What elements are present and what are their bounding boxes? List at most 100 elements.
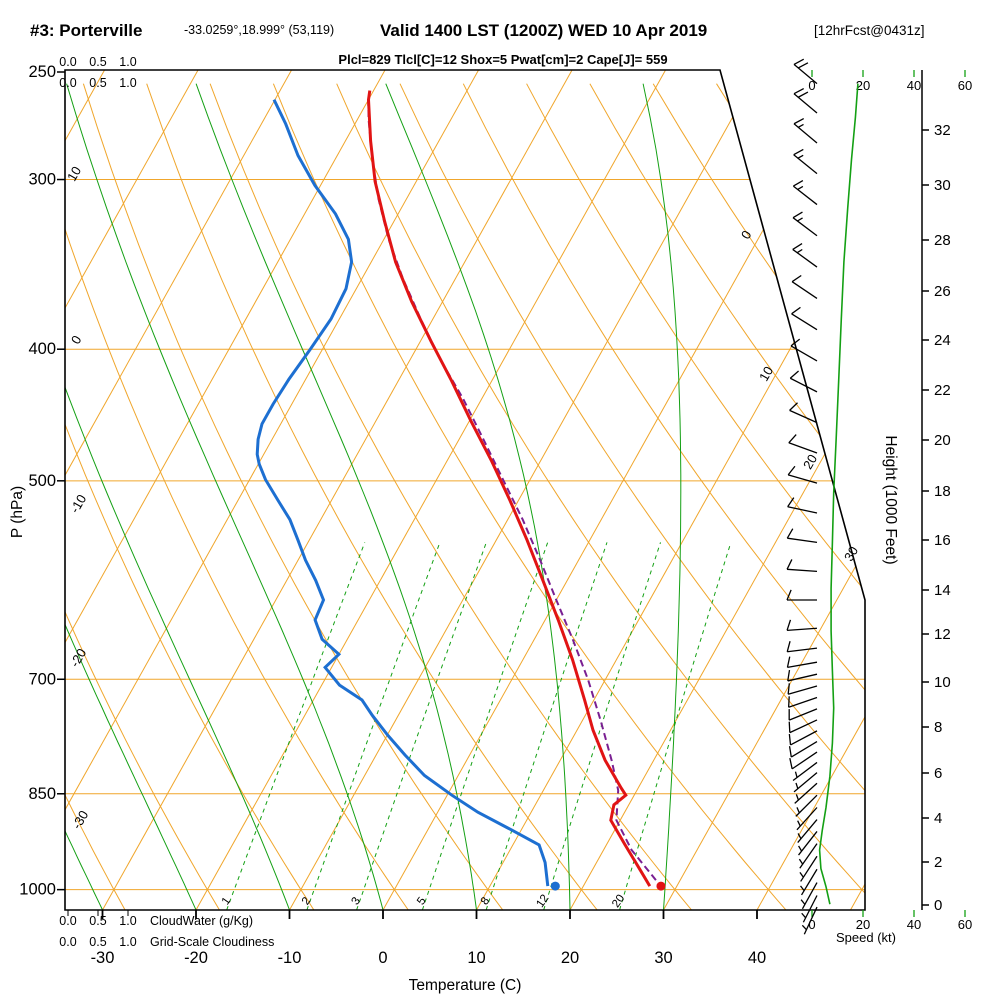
surface-temperature-dot (656, 882, 665, 891)
mixing-ratio-label: 8 (479, 895, 493, 907)
speed-tick-label-bottom: 40 (907, 917, 921, 932)
wind-barb-staff (787, 569, 817, 571)
wind-barb-staff (793, 186, 817, 204)
temperature-tick-label: -20 (184, 949, 208, 967)
wind-barb-staff (787, 538, 817, 542)
height-tick-label: 12 (934, 626, 951, 643)
wind-barb-column (787, 59, 858, 934)
isotherm-line (0, 70, 385, 910)
wind-barb (789, 720, 817, 733)
wind-barb (801, 883, 817, 909)
dewpoint-curve (257, 100, 548, 886)
isotherm-line (103, 70, 573, 910)
wind-barb-half-tick (798, 155, 803, 158)
height-tick-label: 26 (934, 283, 951, 300)
isotherm-label: 30 (841, 544, 861, 564)
wind-barb-full-tick (788, 498, 794, 507)
wind-barb-staff (789, 443, 817, 453)
wind-barb-half-tick (795, 772, 797, 778)
isotherm-line (290, 70, 760, 910)
cloudiness-scale-top: 0.0 (59, 76, 76, 90)
dry-adiabat-label: -10 (67, 492, 89, 516)
height-tick-label: 10 (934, 674, 951, 691)
mixing-ratio-label: 5 (415, 895, 429, 907)
mixing-ratio-line (620, 542, 731, 910)
wind-barb-half-tick (801, 900, 805, 905)
wind-barb (793, 212, 817, 236)
mixing-ratio-line (227, 542, 365, 910)
moist-adiabat-line (386, 84, 570, 910)
dry-adiabat-line (717, 84, 1000, 910)
pressure-tick-label: 400 (28, 340, 56, 358)
wind-barb-full-tick (793, 244, 802, 250)
pressure-tick-label: 1000 (19, 881, 56, 899)
temperature-tick-label: 0 (378, 949, 387, 967)
indices-line: Plcl=829 Tlcl[C]=12 Shox=5 Pwat[cm]=2 Ca… (338, 52, 667, 67)
wind-barb-staff (802, 883, 817, 909)
wind-barb-staff (788, 674, 817, 681)
background-isolines (0, 70, 1000, 910)
temperature-tick-label: -30 (91, 949, 115, 967)
mixing-ratio-label: 12 (534, 893, 551, 910)
wind-barb (794, 119, 817, 143)
wind-barb (793, 181, 817, 205)
wind-barb (792, 275, 817, 298)
wind-barb-full-tick (787, 657, 789, 668)
pressure-axis-title: P (hPa) (9, 486, 26, 538)
wind-barb-full-tick (793, 212, 802, 218)
cloudiness-scale-top: 1.0 (119, 76, 136, 90)
height-tick-label: 18 (934, 483, 951, 500)
wind-barb (790, 752, 817, 769)
pressure-tick-label: 500 (28, 472, 56, 490)
cloudiness-scale-bottom: 1.0 (119, 935, 136, 949)
temperature-tick-label: 20 (561, 949, 579, 967)
wind-barb-staff (802, 869, 817, 895)
temperature-tick-label: 40 (748, 949, 766, 967)
dry-adiabat-line (337, 84, 881, 910)
dry-adiabat-label: 0 (68, 333, 85, 347)
wind-barb-full-tick (798, 63, 808, 68)
cloudiness-scale-bottom: 0.0 (59, 935, 76, 949)
wind-barb-staff (791, 731, 817, 745)
wind-barb (787, 529, 817, 543)
temperature-tick-label: -10 (278, 949, 302, 967)
height-tick-label: 32 (934, 122, 951, 139)
height-tick-label: 20 (934, 432, 951, 449)
height-tick-label: 30 (934, 177, 951, 194)
wind-barb-staff (793, 249, 817, 267)
wind-barb (791, 339, 817, 361)
wind-barb-full-tick (789, 435, 796, 443)
wind-barb-half-tick (800, 872, 803, 877)
mixing-ratio-line (357, 542, 487, 910)
cloudwater-label: CloudWater (g/Kg) (150, 914, 253, 928)
wind-barb-full-tick (794, 89, 804, 94)
height-tick-label: 24 (934, 332, 951, 349)
speed-tick-label-top: 40 (907, 78, 921, 93)
temperature-tick-label: 10 (467, 949, 485, 967)
wind-barb-staff (787, 648, 817, 652)
wind-barb-full-tick (794, 149, 804, 154)
cloudwater-scale-bottom: 0.0 (59, 914, 76, 928)
wind-barb (796, 795, 817, 816)
wind-barb-full-tick (794, 119, 804, 124)
wind-barb (794, 773, 817, 792)
isotherm-line (196, 70, 666, 910)
speed-axis-title: Speed (kt) (836, 930, 896, 945)
wind-barb-full-tick (790, 758, 792, 769)
wind-barb-half-tick (796, 783, 798, 789)
wind-barb (799, 844, 817, 869)
speed-tick-label-top: 60 (958, 78, 972, 93)
cloudwater-scale-bottom: 1.0 (119, 914, 136, 928)
wind-barb (787, 620, 817, 630)
wind-barb-full-tick (787, 529, 793, 539)
wind-barb-staff (788, 686, 817, 694)
wind-barb (789, 696, 817, 707)
wind-barb-staff (794, 773, 817, 792)
wind-barb-full-tick (790, 746, 792, 757)
temperature-curve (369, 91, 650, 887)
wind-barb (788, 498, 817, 513)
dry-adiabat-line (463, 84, 1000, 910)
height-tick-label: 2 (934, 854, 942, 871)
cloudiness-scale-bottom: 0.5 (89, 935, 106, 949)
wind-barb-staff (793, 218, 817, 236)
